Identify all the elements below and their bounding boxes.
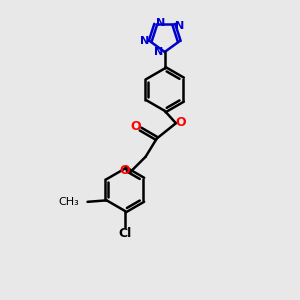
Text: N: N	[140, 36, 149, 46]
Text: CH₃: CH₃	[58, 197, 79, 207]
Text: O: O	[120, 164, 130, 177]
Text: Cl: Cl	[118, 226, 132, 239]
Text: N: N	[156, 18, 166, 28]
Text: N: N	[154, 47, 164, 57]
Text: O: O	[130, 120, 141, 133]
Text: O: O	[175, 116, 186, 129]
Text: N: N	[175, 21, 184, 31]
